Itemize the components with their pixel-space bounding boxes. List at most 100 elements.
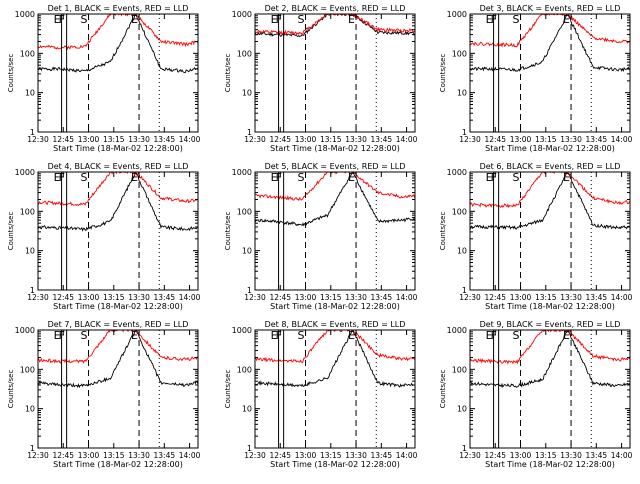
series-events-line [38, 172, 198, 232]
event-marker-label: S [513, 171, 520, 184]
x-tick-label: 13:30 [345, 451, 367, 460]
panel-title: Det 3, BLACK = Events, RED = LLD [480, 4, 621, 13]
event-marker-label: F [276, 171, 282, 184]
x-tick-label: 13:15 [320, 293, 342, 302]
event-marker-label: S [298, 171, 305, 184]
x-tick-label: 13:15 [103, 135, 125, 144]
x-tick-label: 12:30 [244, 293, 266, 302]
y-tick-label: 100 [452, 49, 467, 58]
panel-title: Det 6, BLACK = Events, RED = LLD [480, 162, 621, 171]
y-tick-label: 1 [30, 444, 35, 453]
x-tick-label: 12:30 [27, 451, 49, 460]
x-tick-label: 12:45 [52, 451, 74, 460]
x-tick-label: 12:30 [459, 135, 481, 144]
event-marker-label: E [486, 171, 493, 184]
x-tick-label: 13:00 [295, 135, 317, 144]
y-axis-label: Counts/sec [224, 370, 232, 409]
event-marker-label: S [298, 13, 305, 26]
x-tick-label: 13:30 [560, 293, 582, 302]
x-tick-label: 13:00 [295, 451, 317, 460]
y-axis-label: Counts/sec [439, 370, 447, 409]
event-marker-label: F [276, 329, 282, 342]
y-axis-label: Counts/sec [7, 54, 15, 93]
x-tick-label: 13:15 [320, 451, 342, 460]
event-marker-label: E [54, 171, 61, 184]
plot-frame [469, 329, 631, 449]
event-marker-label: E [486, 329, 493, 342]
event-marker-label: E [486, 13, 493, 26]
y-tick-label: 1 [462, 286, 467, 295]
x-tick-label: 12:30 [27, 293, 49, 302]
x-tick-label: 13:45 [154, 135, 176, 144]
x-tick-label: 13:45 [586, 135, 608, 144]
x-tick-label: 12:45 [484, 451, 506, 460]
y-tick-label: 100 [237, 365, 252, 374]
x-tick-label: 12:45 [269, 451, 291, 460]
y-tick-label: 1 [462, 444, 467, 453]
panel-title: Det 9, BLACK = Events, RED = LLD [480, 320, 621, 329]
y-tick-label: 1000 [232, 326, 252, 335]
x-tick-label: 14:00 [396, 135, 418, 144]
event-marker-label: F [491, 13, 497, 26]
x-tick-label: 13:15 [535, 451, 557, 460]
event-marker-label: E [271, 13, 278, 26]
y-tick-label: 100 [237, 49, 252, 58]
plot-frame [254, 13, 416, 133]
series-events-line [38, 330, 198, 389]
event-marker-label: E [348, 171, 355, 184]
y-tick-label: 1000 [232, 10, 252, 19]
x-tick-label: 14:00 [396, 451, 418, 460]
plot-frame [37, 13, 199, 133]
x-tick-label: 13:45 [586, 451, 608, 460]
x-tick-label: 12:45 [52, 135, 74, 144]
y-tick-label: 1000 [15, 168, 35, 177]
plot-frame [37, 329, 199, 449]
x-tick-label: 13:45 [371, 451, 393, 460]
y-tick-label: 10 [25, 89, 35, 98]
y-tick-label: 100 [452, 207, 467, 216]
x-tick-label: 12:30 [27, 135, 49, 144]
x-tick-label: 13:15 [103, 451, 125, 460]
x-tick-label: 14:00 [611, 293, 633, 302]
event-marker-label: F [276, 13, 282, 26]
x-tick-label: 14:00 [179, 135, 201, 144]
panel-title: Det 1, BLACK = Events, RED = LLD [48, 4, 189, 13]
y-axis-label: Counts/sec [224, 212, 232, 251]
series-lld-line [255, 14, 415, 36]
x-tick-label: 13:15 [535, 293, 557, 302]
x-tick-label: 12:30 [244, 135, 266, 144]
event-marker-label: E [54, 13, 61, 26]
y-tick-label: 100 [20, 49, 35, 58]
y-tick-label: 10 [457, 247, 467, 256]
series-events-line [470, 172, 630, 230]
y-tick-label: 10 [25, 405, 35, 414]
x-tick-label: 13:30 [128, 293, 150, 302]
y-tick-label: 1 [247, 128, 252, 137]
x-tick-label: 13:30 [128, 135, 150, 144]
series-lld-line [255, 172, 415, 202]
x-axis-label: Start Time (18-Mar-02 12:28:00) [53, 144, 183, 153]
series-lld-line [255, 330, 415, 364]
series-lld-line [38, 14, 198, 51]
y-tick-label: 100 [20, 207, 35, 216]
event-marker-label: E [563, 13, 570, 26]
panel-title: Det 7, BLACK = Events, RED = LLD [48, 320, 189, 329]
x-tick-label: 13:00 [295, 293, 317, 302]
x-tick-label: 13:00 [78, 135, 100, 144]
plot-frame [469, 171, 631, 291]
x-tick-label: 12:30 [244, 451, 266, 460]
x-axis-label: Start Time (18-Mar-02 12:28:00) [485, 302, 615, 311]
y-axis-label: Counts/sec [439, 212, 447, 251]
x-tick-label: 12:30 [459, 451, 481, 460]
x-tick-label: 13:45 [371, 293, 393, 302]
x-tick-label: 14:00 [611, 135, 633, 144]
x-tick-label: 13:45 [154, 451, 176, 460]
panel-title: Det 8, BLACK = Events, RED = LLD [265, 320, 406, 329]
x-tick-label: 12:45 [484, 135, 506, 144]
x-tick-label: 14:00 [611, 451, 633, 460]
